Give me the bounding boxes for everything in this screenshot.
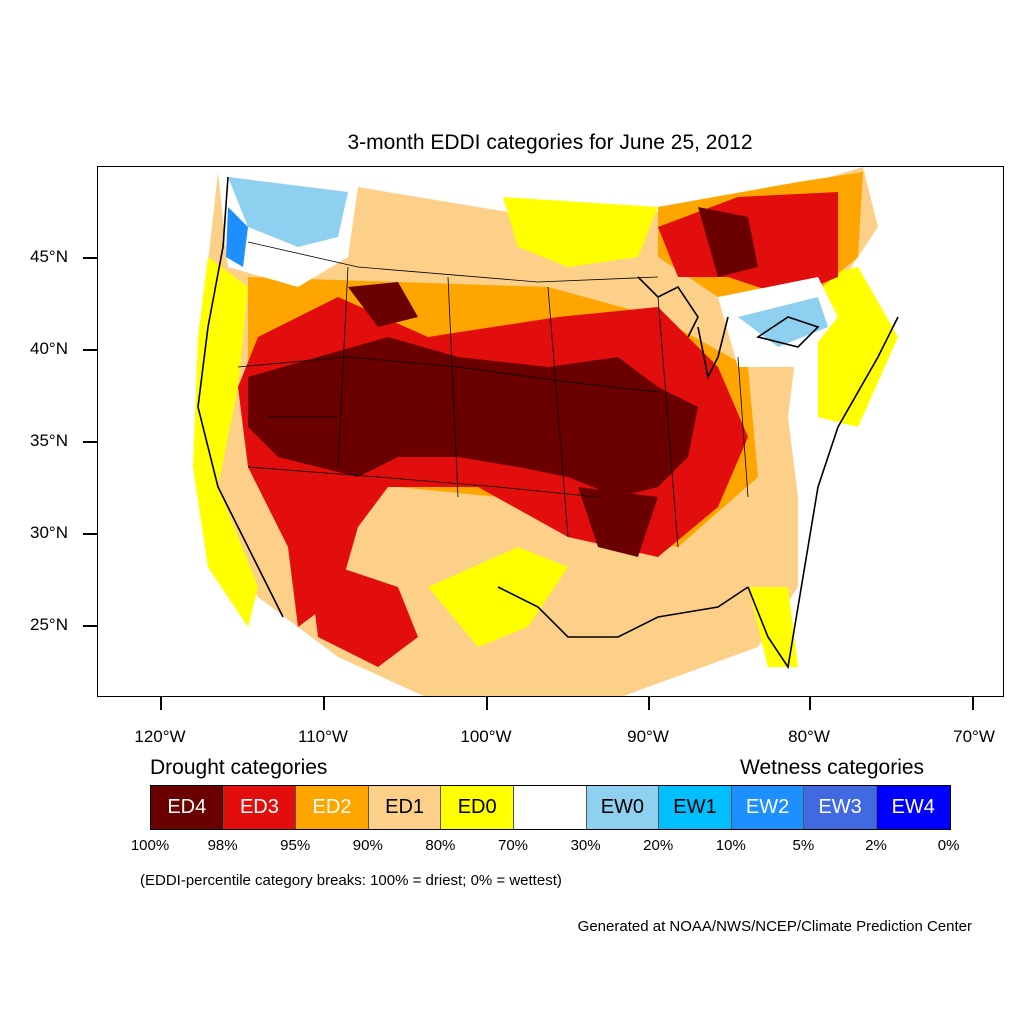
lat-label-25: 25°N — [30, 615, 68, 634]
wetness-legend-title: Wetness categories — [740, 756, 925, 779]
lon-tick — [486, 697, 488, 710]
lon-tick — [323, 697, 325, 710]
lon-label-120w: 120°W — [134, 727, 186, 746]
legend-cell-ew2: EW2 — [731, 786, 805, 829]
category-legend-bar: ED4 ED3 ED2 ED1 ED0 EW0 EW1 EW2 EW3 EW4 — [150, 785, 951, 830]
lat-label-45: 45°N — [30, 247, 68, 266]
region-yellow-florida — [748, 587, 798, 667]
region-lightblue-nw — [228, 177, 348, 247]
coastlines — [197, 176, 899, 670]
eddi-map — [193, 167, 899, 696]
legend-cell-ew4: EW4 — [876, 786, 950, 829]
lon-label-80w: 80°W — [788, 727, 830, 746]
region-yellow-west — [193, 257, 258, 627]
legend-break-label: 100% — [130, 837, 170, 854]
legend-break-label: 20% — [643, 837, 674, 854]
credit-line: Generated at NOAA/NWS/NCEP/Climate Predi… — [577, 918, 972, 935]
legend-cell-ew3: EW3 — [804, 786, 877, 829]
lon-label-110w: 110°W — [298, 727, 348, 746]
legend-break-label: 2% — [865, 837, 887, 854]
region-darkred-ne — [698, 207, 758, 277]
legend-break-label: 30% — [570, 837, 601, 854]
legend-cell-ew0: EW0 — [586, 786, 660, 829]
lat-tick — [83, 625, 97, 627]
lat-label-40: 40°N — [30, 339, 68, 358]
map-panel — [97, 166, 1004, 697]
state-boundaries — [237, 241, 749, 548]
region-yellow-north — [503, 197, 658, 267]
legend-break-label: 90% — [352, 837, 383, 854]
region-darkred-south — [578, 487, 658, 557]
region-lightblue-lakes — [738, 297, 828, 347]
lon-label-70w: 70°W — [953, 727, 995, 746]
lat-label-30: 30°N — [30, 523, 68, 542]
legend-break-label: 80% — [425, 837, 456, 854]
legend-cell-ed0: ED0 — [441, 786, 514, 829]
region-darkred-north — [348, 282, 418, 327]
legend-cell-neutral — [513, 786, 587, 829]
legend-break-label: 0% — [937, 837, 960, 854]
region-red-southwest — [308, 557, 418, 667]
region-yellow-ne — [818, 267, 898, 427]
map-title: 3-month EDDI categories for June 25, 201… — [347, 131, 753, 154]
legend-cell-ed2: ED2 — [296, 786, 369, 829]
legend-break-label: 95% — [280, 837, 311, 854]
legend-cell-ew1: EW1 — [659, 786, 732, 829]
region-yellow-south — [428, 547, 568, 647]
lon-tick — [972, 697, 974, 710]
lon-label-100w: 100°W — [460, 727, 512, 746]
lat-tick — [83, 349, 97, 351]
region-blue-coast — [226, 207, 248, 267]
lat-tick — [83, 257, 97, 259]
lon-tick — [160, 697, 162, 710]
drought-legend-title: Drought categories — [150, 756, 328, 779]
legend-break-label: 70% — [497, 837, 529, 854]
lon-tick — [809, 697, 811, 710]
lon-label-90w: 90°W — [627, 727, 669, 746]
lon-tick — [648, 697, 650, 710]
legend-cell-ed1: ED1 — [368, 786, 442, 829]
legend-cell-ed3: ED3 — [223, 786, 297, 829]
legend-break-label: 5% — [792, 837, 815, 854]
lat-tick — [83, 441, 97, 443]
region-darkred-core — [248, 337, 698, 497]
lat-label-35: 35°N — [30, 431, 68, 450]
category-note: (EDDI-percentile category breaks: 100% =… — [140, 872, 562, 889]
legend-break-label: 98% — [207, 837, 238, 854]
legend-break-label: 10% — [715, 837, 746, 854]
lat-tick — [83, 533, 97, 535]
legend-cell-ed4: ED4 — [151, 786, 224, 829]
